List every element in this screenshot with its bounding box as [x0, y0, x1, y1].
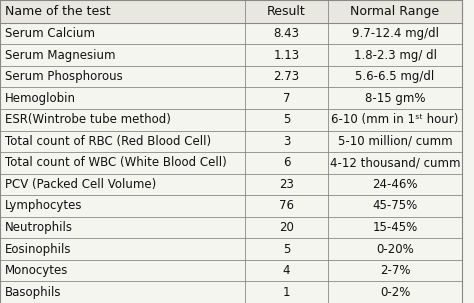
Text: 8-15 gm%: 8-15 gm% — [365, 92, 425, 105]
Bar — [0, 0, 462, 23]
Text: 2-7%: 2-7% — [380, 264, 410, 277]
Text: 4: 4 — [283, 264, 290, 277]
Text: 5.6-6.5 mg/dl: 5.6-6.5 mg/dl — [356, 70, 435, 83]
Bar — [0, 109, 462, 131]
Text: 15-45%: 15-45% — [373, 221, 418, 234]
Text: 23: 23 — [279, 178, 294, 191]
Bar — [0, 152, 462, 174]
Bar — [0, 131, 462, 152]
Text: PCV (Packed Cell Volume): PCV (Packed Cell Volume) — [5, 178, 156, 191]
Text: 5: 5 — [283, 113, 290, 126]
Bar — [0, 238, 462, 260]
Text: 24-46%: 24-46% — [372, 178, 418, 191]
Text: 7: 7 — [283, 92, 290, 105]
Text: Name of the test: Name of the test — [5, 5, 110, 18]
Text: Serum Magnesium: Serum Magnesium — [5, 48, 115, 62]
Text: 8.43: 8.43 — [273, 27, 300, 40]
Bar — [0, 44, 462, 66]
Text: Lymphocytes: Lymphocytes — [5, 199, 82, 212]
Text: 5: 5 — [283, 243, 290, 256]
Text: 1.8-2.3 mg/ dl: 1.8-2.3 mg/ dl — [354, 48, 437, 62]
Bar — [0, 87, 462, 109]
Text: 1: 1 — [283, 286, 290, 299]
Text: 6-10 (mm in 1ˢᵗ hour): 6-10 (mm in 1ˢᵗ hour) — [331, 113, 459, 126]
Text: 0-2%: 0-2% — [380, 286, 410, 299]
Text: Basophils: Basophils — [5, 286, 61, 299]
Text: Normal Range: Normal Range — [350, 5, 439, 18]
Text: 3: 3 — [283, 135, 290, 148]
Bar — [0, 281, 462, 303]
Bar — [0, 23, 462, 44]
Bar — [0, 66, 462, 87]
Text: 4-12 thousand/ cumm: 4-12 thousand/ cumm — [330, 156, 460, 169]
Text: Serum Phosphorous: Serum Phosphorous — [5, 70, 122, 83]
Text: Monocytes: Monocytes — [5, 264, 68, 277]
Text: 6: 6 — [283, 156, 290, 169]
Text: Total count of RBC (Red Blood Cell): Total count of RBC (Red Blood Cell) — [5, 135, 211, 148]
Text: 45-75%: 45-75% — [373, 199, 418, 212]
Text: Hemoglobin: Hemoglobin — [5, 92, 76, 105]
Text: 76: 76 — [279, 199, 294, 212]
Bar — [0, 174, 462, 195]
Bar — [0, 217, 462, 238]
Text: Eosinophils: Eosinophils — [5, 243, 71, 256]
Text: 20: 20 — [279, 221, 294, 234]
Text: Result: Result — [267, 5, 306, 18]
Text: 5-10 million/ cumm: 5-10 million/ cumm — [337, 135, 452, 148]
Text: 0-20%: 0-20% — [376, 243, 414, 256]
Text: Neutrophils: Neutrophils — [5, 221, 73, 234]
Text: Total count of WBC (White Blood Cell): Total count of WBC (White Blood Cell) — [5, 156, 227, 169]
Text: 9.7-12.4 mg/dl: 9.7-12.4 mg/dl — [352, 27, 438, 40]
Bar — [0, 260, 462, 281]
Text: 1.13: 1.13 — [273, 48, 300, 62]
Text: 2.73: 2.73 — [273, 70, 300, 83]
Bar — [0, 195, 462, 217]
Text: Serum Calcium: Serum Calcium — [5, 27, 95, 40]
Text: ESR(Wintrobe tube method): ESR(Wintrobe tube method) — [5, 113, 171, 126]
